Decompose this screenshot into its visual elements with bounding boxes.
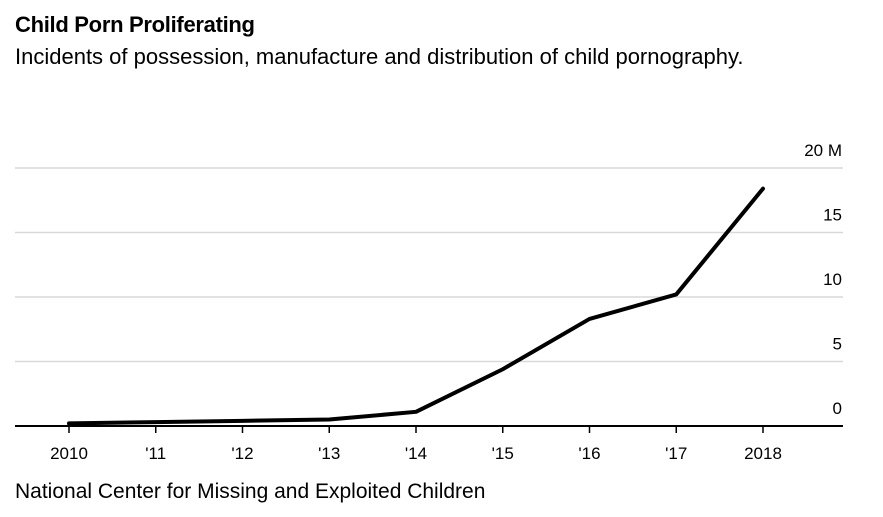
y-tick-label: 20 M	[804, 141, 842, 160]
series-line	[67, 186, 765, 426]
chart-title: Child Porn Proliferating	[15, 12, 255, 37]
y-tick-label: 0	[833, 399, 842, 418]
x-tick-label: '14	[405, 444, 427, 463]
chart-subtitle: Incidents of possession, manufacture and…	[15, 44, 744, 69]
y-tick-label: 15	[823, 206, 842, 225]
chart-source: National Center for Missing and Exploite…	[15, 480, 486, 503]
y-axis-labels: 0 5 10 15 20 M	[804, 141, 842, 418]
grid-lines	[15, 167, 843, 363]
y-tick-label: 10	[823, 270, 842, 289]
series-group	[67, 186, 765, 426]
x-tick-label: '17	[665, 444, 687, 463]
y-tick-label: 5	[833, 335, 842, 354]
x-tick-label: '16	[578, 444, 600, 463]
x-axis: 2010 '11 '12 '13 '14 '15 '16 '17 2018	[15, 425, 843, 463]
x-tick-label: '12	[231, 444, 253, 463]
x-tick-label: 2010	[50, 444, 88, 463]
x-tick-label: '13	[318, 444, 340, 463]
x-tick-label: 2018	[744, 444, 782, 463]
x-tick-label: '11	[145, 444, 166, 463]
x-tick-label: '15	[492, 444, 514, 463]
